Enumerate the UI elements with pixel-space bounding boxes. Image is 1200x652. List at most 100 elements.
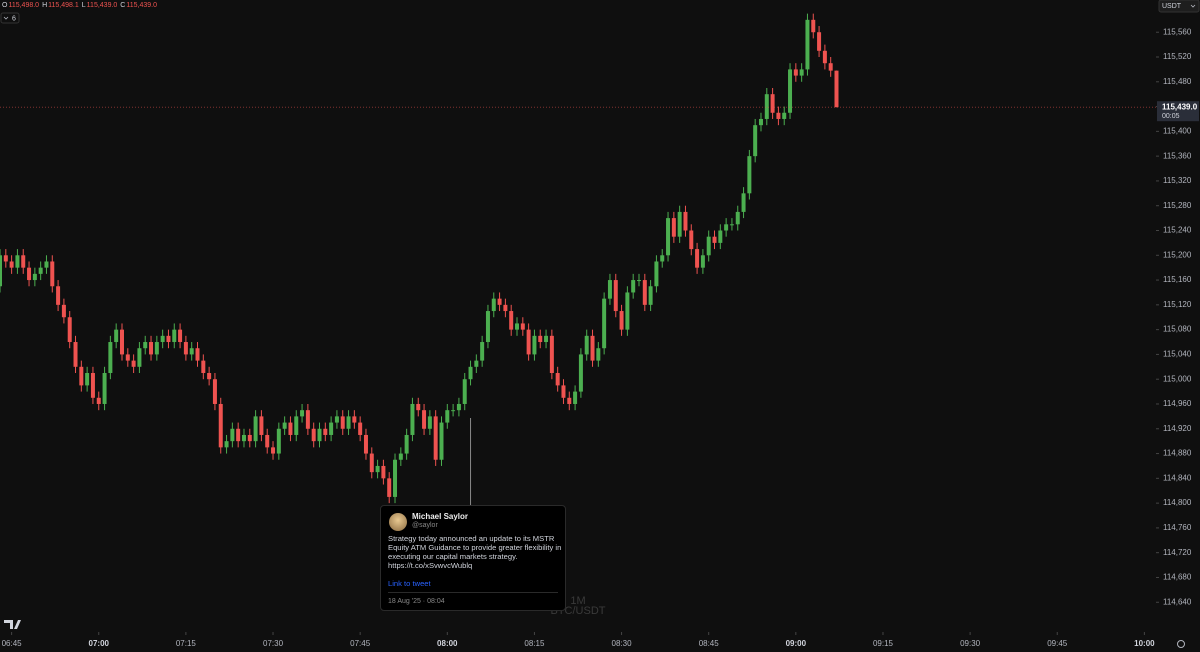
candle-body [154,342,159,355]
candle-body [288,422,293,435]
candle-body [776,112,781,119]
candle-body [515,323,520,330]
candle-body [183,342,188,355]
candle-body [788,69,793,113]
countdown: 00:05 [1162,113,1180,120]
last-price-box [1157,101,1199,122]
candle-body [636,280,641,282]
tradingview-logo[interactable] [4,620,21,629]
candle-body [822,50,827,64]
candle-body [544,335,549,343]
candle-body [137,348,142,367]
y-tick-label: 114,720 [1163,548,1192,557]
candle-body [456,403,461,411]
candle-body [758,118,763,126]
y-tick-label: 115,160 [1163,275,1192,284]
tweet-card: Michael Saylor @saylor Strategy today an… [380,505,566,611]
x-tick-label: 07:30 [263,639,284,648]
candle-body [491,298,496,312]
y-tick-label: 114,800 [1163,498,1192,507]
candle-body [125,354,130,361]
candle-body [398,453,403,460]
candle-body [241,434,246,442]
y-tick-label: 115,000 [1163,374,1192,383]
candle-body [526,329,531,355]
x-tick-label: 07:45 [350,639,371,648]
y-tick-label: 115,400 [1163,126,1192,135]
candle-body [212,379,217,404]
y-tick-label: 115,360 [1163,151,1192,160]
candle-body [462,379,467,404]
candle-body [805,19,810,70]
candle-body [590,335,595,361]
candle-body [747,156,752,194]
y-tick-label: 115,240 [1163,226,1192,235]
candle-body [712,236,717,243]
tweet-link[interactable]: Link to tweet [388,579,431,588]
candle-body [305,410,310,429]
candle-body [578,354,583,392]
candle-body [753,125,758,157]
candle-body [503,304,508,312]
candle-body [799,69,804,76]
x-tick-label: 07:00 [89,639,110,648]
candle-body [538,335,543,343]
candle-body [677,211,682,237]
ohlc-key: L [82,2,86,9]
x-tick-label: 09:30 [960,639,981,648]
candle-body [294,416,299,435]
candle-body [282,422,287,429]
y-tick-label: 114,680 [1163,573,1192,582]
candle-body [741,193,746,212]
candle-body [114,329,119,343]
candle-body [201,360,206,374]
candle-body [381,465,386,479]
candle-body [433,416,438,460]
x-tick-label: 08:15 [524,639,545,648]
candle-body [520,323,525,330]
candle-body [265,434,270,448]
y-tick-label: 114,640 [1163,597,1192,606]
candle-body [108,342,113,374]
candle-body [834,70,839,108]
candle-body [79,366,84,386]
y-tick-label: 114,920 [1163,424,1192,433]
candle-body [195,348,200,361]
candle-body [654,261,659,287]
candle-body [50,261,55,287]
candle-body [27,267,32,281]
currency-selector[interactable] [1158,0,1200,13]
candle-body [700,255,705,268]
candle-body [706,236,711,256]
ohlc-value: 115,498.1 [48,2,79,9]
candle-body [474,360,479,367]
ohlc-key: O [2,2,8,9]
candle-body [584,335,589,355]
candle-body [56,286,61,305]
candle-body [393,459,398,497]
y-tick-label: 115,560 [1163,27,1192,36]
ohlc-value: 115,498.0 [8,2,39,9]
indicator-toggle[interactable] [0,12,20,24]
candle-body [718,230,723,243]
candle-body [811,19,816,33]
candle-body [224,441,229,448]
candle-body [689,230,694,250]
settings-icon[interactable] [1177,640,1185,648]
candle-body [416,403,421,411]
y-tick-label: 114,840 [1163,473,1192,482]
ohlc-value: 115,439.0 [87,2,118,9]
candle-body [485,311,490,343]
candle-body [427,416,432,429]
last-price-label: 115,439.0 [1162,102,1198,111]
candle-body [642,280,647,305]
candle-body [410,403,415,435]
candle-body [0,255,2,287]
y-tick-label: 115,520 [1163,52,1192,61]
currency-label: USDT [1162,3,1182,10]
candle-body [729,224,734,226]
candle-body [143,342,148,349]
candle-body [346,416,351,429]
candle-body [172,329,177,343]
